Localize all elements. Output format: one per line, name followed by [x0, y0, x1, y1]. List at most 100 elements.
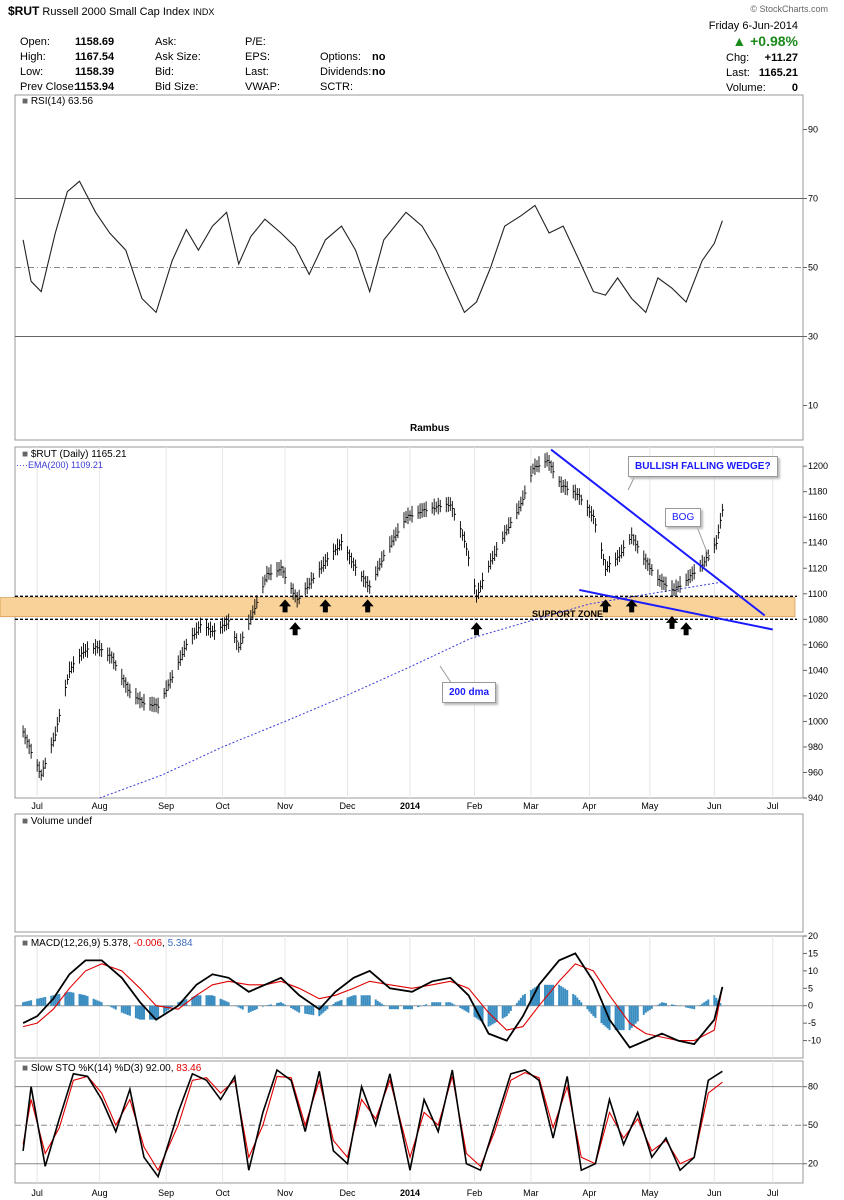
macd-histogram-bar — [44, 997, 47, 1006]
macd-hist-value: 5.384 — [167, 938, 193, 949]
macd-histogram-bar — [463, 1005, 466, 1011]
macd-histogram-bar — [374, 999, 377, 1006]
macd-histogram-bar — [126, 1005, 129, 1016]
macd-histogram-bar — [364, 995, 367, 1006]
prev-close-value: 1153.94 — [75, 81, 115, 93]
x-tick-label: Jun — [707, 801, 722, 811]
macd-histogram-bar — [445, 1002, 448, 1006]
macd-histogram-bar — [473, 1005, 476, 1017]
macd-histogram-bar — [594, 1005, 597, 1018]
price-tick-label: 1180 — [808, 487, 827, 497]
macd-histogram-bar — [552, 984, 555, 1006]
x-tick-label: Mar — [523, 1188, 539, 1198]
macd-histogram-bar — [163, 1005, 166, 1014]
macd-tick-label: 0 — [808, 1001, 813, 1011]
rsi-title: ■ RSI(14) 63.56 — [22, 96, 93, 107]
x-tick-label: 2014 — [400, 1188, 420, 1198]
macd-histogram-bar — [195, 995, 198, 1006]
price-tick-label: 940 — [808, 793, 823, 803]
rsi-tick-label: 10 — [808, 401, 818, 411]
macd-histogram-bar — [269, 1004, 272, 1006]
macd-histogram-bar — [693, 1005, 696, 1010]
x-tick-label: Aug — [92, 801, 108, 811]
options-label: Options: — [320, 51, 361, 63]
macd-histogram-bar — [136, 1005, 139, 1019]
macd-histogram-bar — [558, 984, 561, 1006]
macd-histogram-bar — [98, 1001, 101, 1006]
macd-histogram-bar — [562, 987, 565, 1006]
macd-histogram-bar — [664, 1003, 667, 1006]
macd-histogram-bar — [278, 1002, 281, 1006]
support-arrow-icon — [319, 599, 332, 613]
dma-callout-pointer — [439, 665, 453, 685]
support-zone-band — [0, 597, 796, 618]
macd-histogram-bar — [535, 986, 538, 1006]
indicator-marker-icon: ■ — [22, 816, 29, 827]
ema-legend-text: EMA(200) 1109.21 — [28, 460, 103, 470]
macd-histogram-bar — [193, 996, 196, 1006]
macd-histogram-bar — [142, 1005, 145, 1020]
sto-k-value: 92.00 — [145, 1063, 171, 1074]
macd-histogram-bar — [431, 1002, 434, 1006]
macd-histogram-bar — [324, 1005, 327, 1011]
stats-left: Open: 1158.69 High: 1167.54 Low: 1158.39 Pr… — [20, 35, 114, 95]
macd-histogram-bar — [239, 1005, 242, 1009]
macd-histogram-bar — [447, 1002, 450, 1006]
macd-histogram-bar — [304, 1005, 307, 1014]
x-tick-label: Oct — [216, 801, 231, 811]
rambus-label: Rambus — [410, 423, 450, 434]
macd-histogram-bar — [68, 991, 71, 1006]
macd-histogram-bar — [509, 1005, 512, 1011]
macd-histogram-bar — [223, 1000, 226, 1006]
macd-histogram-bar — [715, 997, 718, 1006]
volume-value: 0 — [791, 82, 798, 94]
macd-histogram-bar — [312, 1005, 315, 1016]
macd-histogram-bar — [165, 1005, 168, 1012]
chg-value: +11.27 — [764, 52, 798, 64]
rsi-tick-label: 50 — [808, 263, 818, 273]
sto-d-line — [22, 1071, 723, 1172]
stats-ask-bid: Ask: Ask Size: Bid: Bid Size: — [155, 35, 201, 95]
macd-histogram-bar — [155, 1005, 158, 1020]
macd-tick-label: 5 — [808, 983, 813, 993]
macd-histogram-bar — [644, 1005, 647, 1013]
x-tick-label: Jul — [767, 1188, 779, 1198]
macd-histogram-bar — [253, 1005, 256, 1011]
ask-label: Ask: — [155, 36, 177, 48]
macd-histogram-bar — [140, 1005, 143, 1020]
macd-histogram-bar — [501, 1005, 504, 1019]
index-name: Russell 2000 Small Cap Index — [42, 6, 190, 18]
rsi-line — [22, 180, 723, 314]
macd-histogram-bar — [282, 1003, 285, 1006]
price-tick-label: 1120 — [808, 563, 827, 573]
macd-histogram-bar — [308, 1005, 311, 1015]
sto-d-value: 83.46 — [176, 1063, 202, 1074]
macd-tick-label: -10 — [808, 1036, 821, 1046]
watermark: © StockCharts.com — [750, 4, 828, 14]
macd-histogram-bar — [519, 997, 522, 1006]
macd-histogram-bar — [529, 990, 532, 1006]
wedge-upper-line — [550, 448, 766, 617]
macd-histogram-bar — [72, 992, 75, 1006]
low-value: 1158.39 — [75, 66, 115, 78]
macd-histogram-bar — [404, 1005, 407, 1010]
macd-histogram-bar — [336, 1001, 339, 1006]
macd-histogram-bar — [346, 997, 349, 1006]
macd-histogram-bar — [318, 1005, 321, 1017]
x-tick-label: Aug — [92, 1188, 108, 1198]
macd-histogram-bar — [658, 1003, 661, 1006]
price-title-text: $RUT (Daily) 1165.21 — [30, 449, 127, 460]
macd-histogram-bar — [437, 1002, 440, 1006]
macd-histogram-bar — [108, 1005, 111, 1007]
macd-histogram-bar — [292, 1005, 295, 1010]
x-tick-label: Nov — [277, 1188, 294, 1198]
sto-title: ■ Slow STO %K(14) %D(3) 92.00, 83.46 — [22, 1063, 202, 1074]
chart-title: $RUT Russell 2000 Small Cap Index INDX — [8, 4, 214, 18]
options-value: no — [372, 51, 386, 63]
macd-tick-label: 10 — [808, 966, 818, 976]
macd-histogram-bar — [368, 995, 371, 1006]
macd-histogram-bar — [566, 990, 569, 1006]
macd-histogram-bar — [600, 1005, 603, 1024]
x-axis: Jul Aug Sep Oct Nov Dec 2014 Feb Mar Apr May Jun Jul… — [31, 801, 778, 1198]
